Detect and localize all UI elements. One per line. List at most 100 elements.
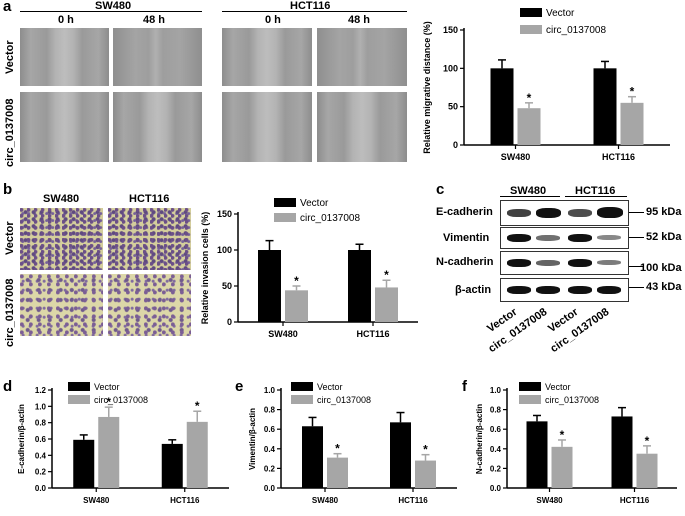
- panel-a-row-vector: Vector: [4, 40, 16, 74]
- blot-band: [536, 235, 560, 241]
- chart-a-bar: [490, 68, 514, 145]
- panel-c-sw480-rule: [500, 196, 560, 197]
- chart-f-y-tick-label: 0.4: [490, 445, 502, 454]
- chart-f-bar: [636, 453, 658, 488]
- chart-e-legend-label: Vector: [317, 382, 343, 392]
- blot-band: [568, 259, 592, 267]
- chart-d-significance-mark: *: [195, 399, 200, 413]
- panel-c-hct116-rule: [565, 196, 627, 197]
- chart-f-bar: [551, 446, 573, 488]
- transwell-image-sw480-circ: [20, 274, 103, 336]
- chart-b-y-label: Relative invasion cells (%): [200, 212, 210, 325]
- panel-a-sw480-title: SW480: [95, 0, 132, 12]
- chart-e-bar: [327, 457, 348, 488]
- chart-b-legend-label: Vector: [300, 198, 329, 209]
- chart-e-significance-mark: *: [423, 443, 428, 457]
- chart-e-bar: [415, 460, 436, 488]
- marker-95kda: 95 kDa: [646, 206, 682, 218]
- chart-a-x-tick-label: SW480: [501, 152, 531, 162]
- panel-b-letter: b: [3, 181, 13, 198]
- scratch-image-sw480-vector-0h: [20, 28, 109, 86]
- marker-tick: [629, 212, 644, 213]
- chart-f-y-tick-label: 0.0: [490, 484, 502, 493]
- blot-band: [507, 259, 531, 267]
- marker-52kda: 52 kDa: [646, 231, 682, 243]
- chart-e-plot: 0.0 0.2 0.4 0.6 0.8 1.0 Vimentin/β-actin SW480 *…: [248, 382, 457, 505]
- chart-a-significance-mark: *: [630, 85, 635, 99]
- blot-band: [507, 209, 531, 217]
- blot-band: [536, 260, 560, 266]
- chart-a-plot: 0 50 100 150 Relative migrative distance (%)…: [422, 8, 670, 162]
- chart-b-bar: [375, 287, 398, 322]
- chart-a-legend-swatch: [520, 25, 542, 34]
- scratch-image-hct116-vector-0h: [222, 28, 312, 86]
- chart-d-significance-mark: *: [106, 395, 111, 409]
- chart-d-bar: [98, 416, 120, 488]
- chart-a-bar: [517, 108, 541, 145]
- chart-f-y-tick-label: 0.2: [490, 464, 502, 473]
- chart-d-legend-label: Vector: [94, 382, 120, 392]
- chart-b-y-tick-label: 150: [217, 209, 232, 219]
- chart-e-x-tick-label: HCT116: [398, 496, 428, 505]
- chart-e-x-tick-label: SW480: [312, 496, 339, 505]
- chart-d-bar: [161, 443, 183, 488]
- chart-d-y-tick-label: 0.2: [35, 468, 47, 477]
- panel-b-hct116-title: HCT116: [129, 193, 170, 205]
- blot-band: [507, 286, 531, 294]
- blot-band: [597, 260, 621, 265]
- marker-43kda: 43 kDa: [646, 281, 682, 293]
- chart-d-plot: 0.0 0.2 0.4 0.6 0.8 1.0 1.2 E-cadherin/β-actin S…: [17, 382, 229, 505]
- chart-b-y-tick-label: 100: [217, 245, 232, 255]
- blot-label-ecadherin: E-cadherin: [436, 206, 493, 218]
- panel-c-hct116-title: HCT116: [575, 185, 616, 197]
- chart-d-bar: [73, 439, 95, 488]
- chart-a-legend-swatch: [520, 8, 542, 17]
- chart-a-x-tick-label: HCT116: [602, 152, 635, 162]
- chart-f-y-tick-label: 1.0: [490, 386, 502, 395]
- chart-d-x-tick-label: HCT116: [170, 496, 200, 505]
- chart-d-legend-label: circ_0137008: [94, 395, 148, 405]
- blot-band: [507, 234, 531, 242]
- chart-d-y-label: E-cadherin/β-actin: [17, 404, 26, 474]
- panel-a-hct116-rule: [222, 11, 407, 12]
- chart-b-significance-mark: *: [294, 274, 299, 288]
- chart-e: 0.0 0.2 0.4 0.6 0.8 1.0 Vimentin/β-actin SW480 *…: [248, 382, 457, 505]
- panel-e-letter: e: [235, 378, 244, 395]
- chart-e-legend-label: circ_0137008: [317, 395, 371, 405]
- blot-band: [536, 286, 560, 294]
- chart-b-significance-mark: *: [384, 268, 389, 282]
- chart-e-y-tick-label: 1.0: [264, 386, 276, 395]
- blot-label-vimentin: Vimentin: [443, 232, 490, 244]
- chart-f-y-tick-label: 0.6: [490, 425, 502, 434]
- panel-a-time-3: 0 h: [265, 14, 281, 26]
- chart-d-y-tick-label: 0.0: [35, 484, 47, 493]
- chart-e-y-tick-label: 0.4: [264, 445, 276, 454]
- chart-b-x-tick-label: SW480: [268, 329, 298, 339]
- blot-band: [597, 235, 621, 240]
- chart-b-bar: [258, 250, 281, 322]
- chart-f-y-tick-label: 0.8: [490, 406, 502, 415]
- panel-d-letter: d: [3, 378, 13, 395]
- blot-strip-bactin: [500, 278, 629, 302]
- chart-e-significance-mark: *: [335, 442, 340, 456]
- scratch-image-hct116-circ-0h: [222, 92, 312, 162]
- chart-a-bar: [593, 68, 617, 145]
- blot-strip-vimentin: [500, 227, 629, 249]
- chart-e-y-label: Vimentin/β-actin: [248, 408, 257, 470]
- chart-b-legend-swatch: [274, 213, 296, 222]
- panel-a-time-1: 0 h: [58, 14, 74, 26]
- chart-e-legend-swatch: [291, 395, 313, 404]
- chart-f-significance-mark: *: [560, 428, 565, 442]
- panel-a-row-circ: circ_0137008: [4, 98, 16, 168]
- transwell-image-hct116-vector: [108, 208, 191, 270]
- chart-f-bar: [526, 421, 548, 488]
- blot-label-ncadherin: N-cadherin: [436, 256, 494, 268]
- chart-d-legend-swatch: [68, 382, 90, 391]
- chart-d-y-tick-label: 0.4: [35, 451, 47, 460]
- chart-a-y-label: Relative migrative distance (%): [422, 21, 432, 154]
- chart-a-legend-label: Vector: [546, 8, 575, 19]
- panel-b-row-circ: circ_0137008: [4, 278, 16, 348]
- chart-f-y-label: N-cadherin/β-actin: [475, 404, 484, 474]
- chart-d-y-tick-label: 0.6: [35, 435, 47, 444]
- chart-b-legend-label: circ_0137008: [300, 213, 360, 224]
